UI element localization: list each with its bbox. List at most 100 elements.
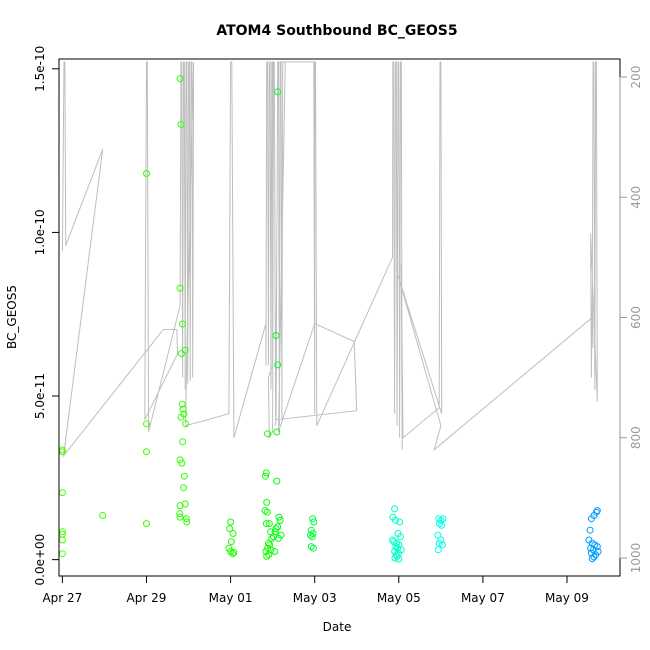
data-point [438,521,446,529]
data-point [587,515,595,523]
data-point [263,498,271,506]
data-point [99,512,107,519]
data-point [391,505,399,513]
data-point [434,531,442,539]
pressure-track [61,61,598,458]
data-point [227,538,235,546]
data-point [262,520,270,528]
data-point [179,320,187,328]
x-tick-label: May 01 [209,591,253,605]
data-point [267,528,274,536]
data-point [230,548,238,556]
data-point [268,534,276,542]
x-axis: Apr 27 Apr 29 May 01 May 03 May 05 May 07 May … [42,575,589,605]
data-point [143,420,150,428]
y-axis: 0.0e+00 5.0e-11 1.0e-10 1.5e-10 [33,46,60,586]
data-point [309,515,317,523]
data-point [275,513,283,521]
data-point [176,456,184,464]
pressure-line [61,61,598,458]
data-point [264,544,272,552]
data-point [588,555,596,563]
data-point [308,533,316,541]
data-point [391,516,399,524]
data-point [178,400,186,408]
data-point [273,428,281,436]
data-point [181,346,189,354]
y-tick-label: 1.5e-10 [33,46,47,92]
data-point [272,332,280,339]
data-point [262,472,269,480]
data-point [229,530,237,537]
y2-tick-label: 800 [629,426,643,449]
data-point [307,543,315,551]
y2-axis: 200 400 600 800 1000 [619,66,643,574]
data-point [177,413,185,421]
y2-tick-label: 200 [629,66,643,89]
y-tick-label: 0.0e+00 [33,534,47,586]
data-point [179,405,187,413]
data-point [227,548,235,555]
data-points [58,75,602,563]
data-point [273,477,281,485]
plot-frame [58,58,621,577]
data-point [143,448,150,456]
data-point [389,536,396,544]
data-point [179,438,187,446]
y2-tick-label: 1000 [629,543,643,574]
x-axis-label: Date [323,620,352,634]
data-point [265,520,273,528]
data-point [439,541,446,549]
data-point [271,548,279,555]
y2-tick-label: 400 [629,186,643,209]
x-tick-label: Apr 27 [42,591,82,605]
data-point [275,534,282,542]
data-point [309,544,317,552]
data-point [435,515,443,523]
data-point [397,533,404,541]
data-point [58,536,66,544]
y-tick-label: 1.0e-10 [33,209,47,255]
data-point [272,525,280,533]
data-point [393,539,401,547]
data-point [180,472,188,480]
data-point [392,543,400,551]
chart-title: ATOM4 Southbound BC_GEOS5 [216,23,457,39]
data-point [178,459,186,467]
x-tick-label: May 07 [461,591,505,605]
x-tick-label: May 09 [545,591,589,605]
data-point [176,513,184,521]
data-point [183,518,191,526]
data-point [307,531,314,539]
data-point [58,489,66,497]
data-point [310,518,318,526]
data-point [274,361,282,369]
data-point [176,284,184,292]
data-point [143,520,150,528]
x-tick-label: May 05 [377,591,421,605]
data-point [437,536,445,544]
x-tick-label: May 03 [293,591,337,605]
data-point [437,516,445,524]
data-point [264,430,272,438]
y-tick-label: 5.0e-11 [33,373,47,419]
data-point [181,500,189,508]
data-point [265,551,273,559]
data-point [307,526,315,534]
data-point [263,552,271,560]
data-point [585,536,593,544]
data-point [395,555,403,563]
data-point [176,75,184,83]
y2-tick-label: 600 [629,306,643,329]
data-point [227,518,235,526]
data-point [143,170,150,177]
data-point [229,550,237,558]
data-point [439,515,447,523]
data-point [586,526,594,534]
data-point [225,544,233,552]
data-point [590,553,598,561]
data-point [226,525,234,533]
data-point [177,350,185,357]
data-point [274,88,282,96]
